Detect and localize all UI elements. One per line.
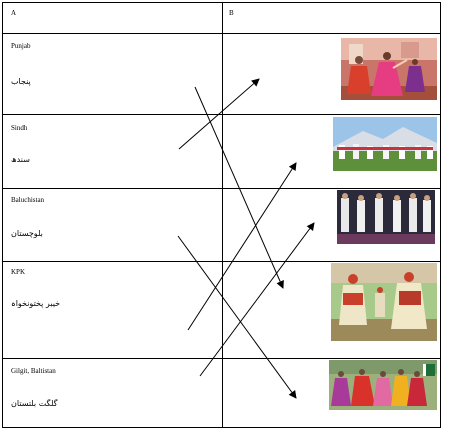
- column-divider: [222, 2, 223, 428]
- province-urdu: گلگت بلتستان: [11, 399, 58, 408]
- province-english: Punjab: [11, 42, 31, 50]
- table-border-bottom: [2, 427, 441, 428]
- province-english: Sindh: [11, 124, 28, 132]
- arrow-sindh-to-punjab-photo: [178, 78, 260, 150]
- province-urdu: سندھ: [11, 155, 30, 164]
- gilgit-baltistan-dance-photo: [329, 360, 437, 410]
- baluchistan-dance-photo: [337, 190, 435, 244]
- row-divider: [2, 261, 441, 262]
- punjab-dance-photo: [341, 38, 437, 100]
- province-english: Gilgit, Baltistan: [11, 367, 56, 375]
- column-a-header: A: [11, 9, 17, 17]
- kpk-dance-photo: [331, 263, 437, 341]
- arrow-baluchistan-to-gilgit-photo: [177, 235, 297, 399]
- header-divider: [2, 33, 441, 34]
- province-english: KPK: [11, 268, 26, 276]
- province-urdu: خیبر پختونخواہ: [11, 299, 61, 308]
- column-b-header: B: [229, 9, 234, 17]
- sindh-dance-photo: [333, 117, 437, 171]
- arrow-kpk-to-sindh-photo: [187, 162, 297, 331]
- table-border-top: [2, 2, 441, 3]
- row-divider: [2, 114, 441, 115]
- province-urdu: پنجاب: [11, 77, 31, 86]
- table-border-left: [2, 2, 3, 428]
- row-divider: [2, 358, 441, 359]
- arrow-punjab-to-kpk-photo: [194, 86, 284, 289]
- table-border-right: [440, 2, 441, 428]
- arrow-gilgit-to-baluchistan-photo: [199, 222, 315, 377]
- row-divider: [2, 188, 441, 189]
- province-urdu: بلوچستان: [11, 229, 43, 238]
- province-english: Baluchistan: [11, 196, 45, 204]
